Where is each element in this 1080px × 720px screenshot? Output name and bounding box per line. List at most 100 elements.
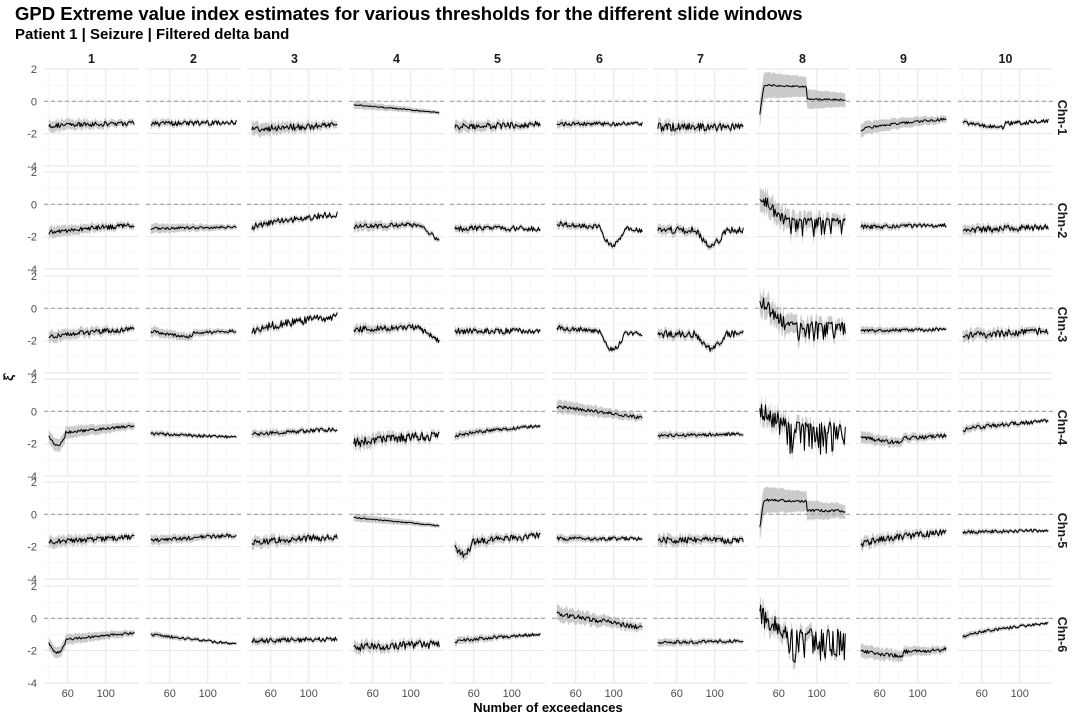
panel-chn-4-col-9 [856,378,951,477]
estimate-line [556,325,643,352]
panel-chn-3-col-4 [349,275,444,374]
panel-chn-1-col-7 [653,68,748,167]
row-strip-chn-3: Chn-3 [1055,307,1069,342]
y-tick-label: -2 [27,646,37,658]
estimate-line [454,632,541,644]
y-tick-label: -2 [27,129,37,141]
y-tick-label: 0 [31,199,37,211]
confidence-band [150,631,237,646]
column-strip-1: 1 [88,52,95,66]
column-strip-5: 5 [494,52,501,66]
confidence-band [251,531,338,551]
y-tick-label: -2 [27,542,37,554]
estimate-line [860,647,947,658]
confidence-band [150,222,237,235]
x-tick-label: 100 [706,688,724,700]
panel-chn-6-col-1 [44,585,139,684]
y-tick-label: 2 [31,374,37,386]
estimate-line [759,498,846,528]
panel-chn-1-col-5 [450,68,545,167]
panel-chn-6-col-9 [856,585,951,684]
estimate-line [353,431,440,448]
column-strip-8: 8 [799,52,806,66]
confidence-band [48,421,135,453]
estimate-line [48,631,135,654]
y-tick-label: -4 [27,471,37,483]
panel-chn-4-col-10 [958,378,1053,477]
y-tick-label: -4 [27,161,37,173]
panel-chn-6-col-6 [552,585,647,684]
panel-chn-2-col-7 [653,171,748,270]
panel-chn-1-col-9 [856,68,951,167]
x-tick-label: 60 [265,688,277,700]
confidence-band [454,324,541,338]
estimate-line [150,119,237,127]
confidence-band [150,325,237,342]
confidence-band [759,485,846,541]
estimate-line [556,405,643,420]
column-strip-2: 2 [190,52,197,66]
panel-chn-4-col-6 [552,378,647,477]
estimate-line [454,532,541,558]
estimate-line [962,418,1049,433]
confidence-band [454,222,541,235]
x-tick-label: 100 [909,688,927,700]
y-tick-label: 0 [31,406,37,418]
estimate-line [48,120,135,129]
y-tick-label: -4 [27,264,37,276]
panel-chn-2-col-4 [349,171,444,270]
panel-chn-3-col-3 [247,275,342,374]
confidence-band [150,531,237,547]
estimate-line [353,323,440,344]
column-strip-3: 3 [291,52,298,66]
panel-chn-2-col-6 [552,171,647,270]
panel-chn-5-col-4 [349,481,444,580]
panel-chn-2-col-10 [958,171,1053,270]
estimate-line [759,197,846,238]
y-tick-label: -4 [27,368,37,380]
panel-chn-5-col-1 [44,481,139,580]
column-strip-6: 6 [596,52,603,66]
panel-chn-2-col-8 [755,171,850,270]
panel-chn-1-col-3 [247,68,342,167]
estimate-line [454,120,541,130]
confidence-band [860,114,947,138]
estimate-line [556,611,643,630]
confidence-band [353,321,440,345]
panel-chn-2-col-3 [247,171,342,270]
column-strip-7: 7 [697,52,704,66]
estimate-line [962,621,1049,638]
column-strip-4: 4 [393,52,400,66]
panel-chn-4-col-3 [247,378,342,477]
estimate-line [556,536,643,541]
estimate-line [657,330,744,352]
panel-chn-2-col-5 [450,171,545,270]
row-strip-chn-6: Chn-6 [1055,617,1069,652]
panel-chn-1-col-2 [146,68,241,167]
estimate-line [353,640,440,652]
estimate-line [962,224,1049,234]
confidence-band [657,430,744,441]
confidence-band [556,321,643,354]
x-tick-label: 100 [97,688,115,700]
panel-chn-5-col-2 [146,481,241,580]
x-tick-label: 60 [468,688,480,700]
confidence-band [759,286,846,350]
estimate-line [860,433,947,445]
confidence-band [860,325,947,336]
x-tick-label: 60 [570,688,582,700]
panel-chn-3-col-8 [755,275,850,374]
panel-chn-4-col-4 [349,378,444,477]
x-tick-label: 60 [367,688,379,700]
panel-chn-5-col-6 [552,481,647,580]
y-tick-label: 2 [31,64,37,76]
y-tick-label: 0 [31,613,37,625]
panel-chn-6-col-3 [247,585,342,684]
confidence-band [759,394,846,462]
y-tick-label: 0 [31,96,37,108]
y-tick-label: -2 [27,232,37,244]
panel-chn-3-col-1 [44,275,139,374]
estimate-line [657,122,744,132]
estimate-line [353,222,440,241]
panel-chn-5-col-3 [247,481,342,580]
